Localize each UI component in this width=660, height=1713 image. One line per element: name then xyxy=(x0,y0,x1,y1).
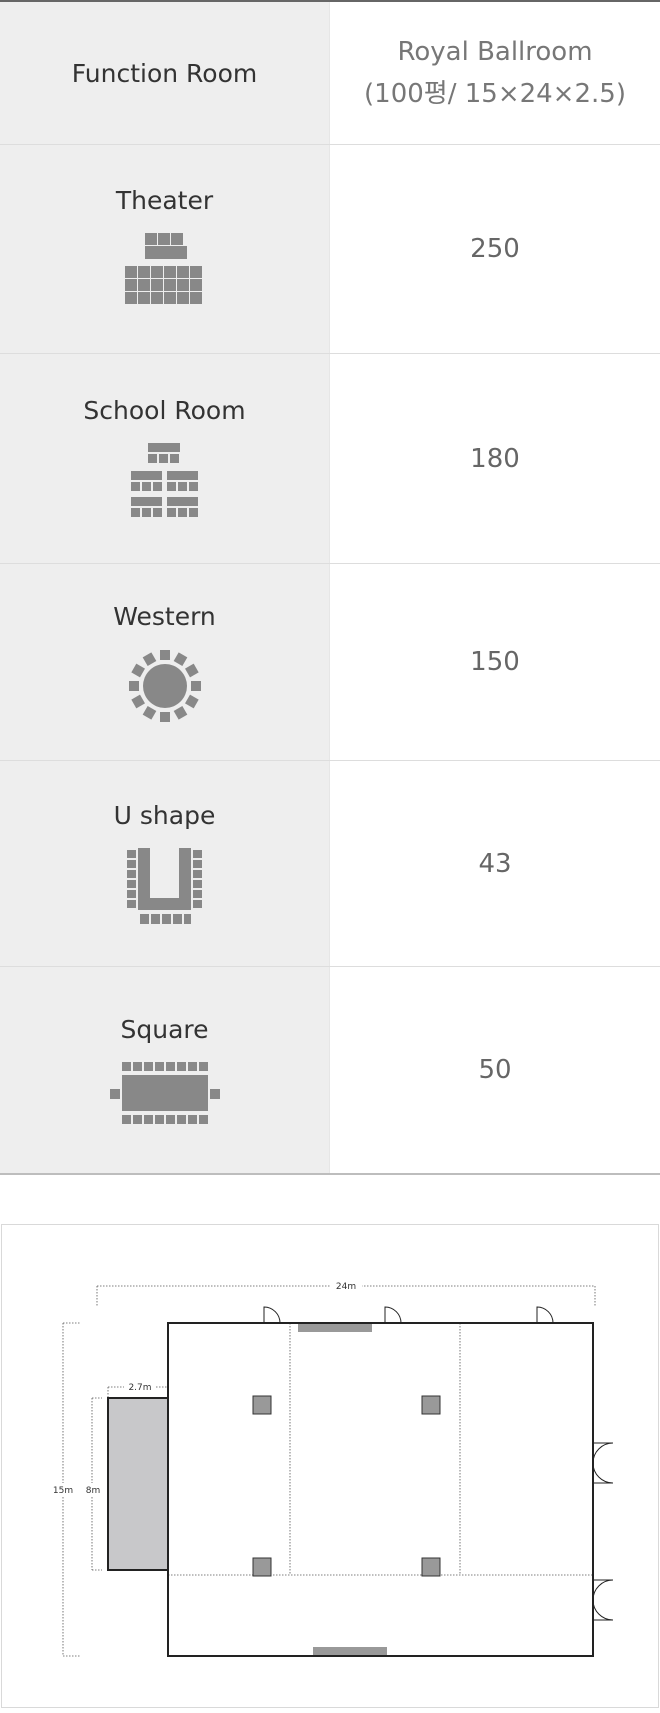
capacity-value: 50 xyxy=(329,967,660,1173)
room-name: Royal Ballroom xyxy=(397,37,593,67)
table-row: U shape 43 xyxy=(0,761,660,967)
height-label: 15m xyxy=(53,1486,73,1496)
western-round-table-icon xyxy=(128,649,201,722)
capacity-value: 150 xyxy=(329,564,660,760)
width-label: 24m xyxy=(336,1282,356,1292)
floor-plan-diagram: 24m 15m 2.7m 8m xyxy=(48,1279,614,1657)
door-right-1a xyxy=(592,1442,614,1464)
table-header-row: Function Room Royal Ballroom (100평/ 15×2… xyxy=(0,2,660,145)
door-right-2b xyxy=(592,1599,614,1621)
floor-plan: 24m 15m 2.7m 8m xyxy=(1,1224,659,1708)
room-header: Royal Ballroom (100평/ 15×24×2.5) xyxy=(329,2,660,144)
function-room-header: Function Room xyxy=(0,2,329,144)
door-right-2a xyxy=(592,1579,614,1601)
pillar xyxy=(421,1395,441,1415)
pillar xyxy=(252,1557,272,1577)
table-row: Square 50 xyxy=(0,967,660,1173)
table-row: School Room 180 xyxy=(0,354,660,564)
layout-name: School Room xyxy=(83,396,246,425)
pillar xyxy=(421,1557,441,1577)
layout-name: Western xyxy=(113,601,216,631)
layout-name: Square xyxy=(120,1014,209,1044)
ballroom-outline xyxy=(167,1322,594,1657)
layout-name: U shape xyxy=(113,801,216,830)
door-right-1b xyxy=(592,1462,614,1484)
school-room-layout-icon xyxy=(130,443,198,517)
layout-name: Theater xyxy=(115,185,214,215)
capacity-table: Function Room Royal Ballroom (100평/ 15×2… xyxy=(0,0,660,1175)
door-top-1 xyxy=(263,1306,281,1324)
u-shape-layout-icon xyxy=(126,848,202,924)
capacity-value: 43 xyxy=(329,761,660,966)
room-spec: (100평/ 15×24×2.5) xyxy=(364,79,626,109)
layout-cell: U shape xyxy=(0,761,329,966)
function-room-label: Function Room xyxy=(71,58,258,88)
layout-cell: Theater xyxy=(0,145,329,353)
layout-cell: Square xyxy=(0,967,329,1173)
layout-cell: School Room xyxy=(0,354,329,563)
capacity-value: 180 xyxy=(329,354,660,563)
door-top-3 xyxy=(536,1306,554,1324)
square-layout-icon xyxy=(109,1061,220,1124)
screen-bottom xyxy=(313,1647,387,1655)
table-row: Western 150 xyxy=(0,564,660,761)
stage xyxy=(107,1397,169,1571)
pillar xyxy=(252,1395,272,1415)
screen-top xyxy=(298,1324,372,1332)
capacity-value: 250 xyxy=(329,145,660,353)
layout-cell: Western xyxy=(0,564,329,760)
stage-height-label: 8m xyxy=(86,1486,101,1496)
theater-layout-icon xyxy=(124,232,202,304)
stage-width-label: 2.7m xyxy=(128,1383,151,1393)
door-top-2 xyxy=(384,1306,402,1324)
table-row: Theater 250 xyxy=(0,145,660,354)
